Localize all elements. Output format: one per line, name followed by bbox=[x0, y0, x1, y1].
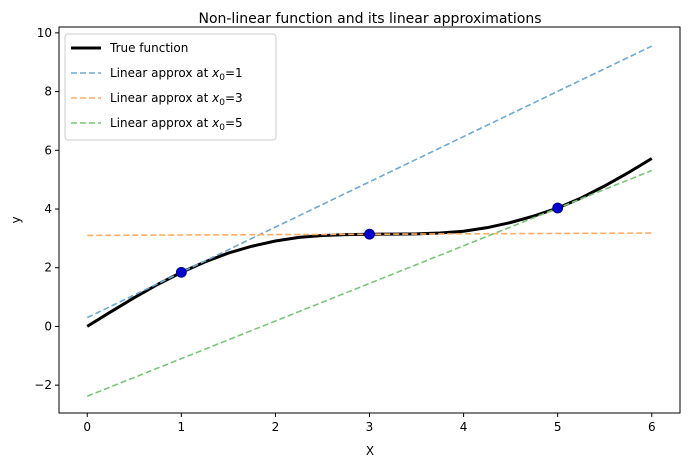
legend-label-subscript: 0 bbox=[219, 98, 225, 108]
legend-box bbox=[64, 33, 277, 141]
x-tick-label: 6 bbox=[648, 420, 656, 434]
expansion-point bbox=[175, 266, 187, 278]
x-tick-label: 0 bbox=[83, 420, 91, 434]
legend-label-prefix: Linear approx at bbox=[110, 116, 212, 130]
series-line-true-function bbox=[86, 157, 653, 328]
x-tick-label: 5 bbox=[554, 420, 562, 434]
x-tick-label: 3 bbox=[366, 420, 374, 434]
y-tick-label: 6 bbox=[44, 143, 52, 157]
legend-label-subscript: 0 bbox=[219, 73, 225, 83]
legend-label-variable: x bbox=[211, 91, 220, 105]
legend-label-variable: x bbox=[211, 116, 220, 130]
legend-label-suffix: =3 bbox=[225, 91, 243, 105]
x-tick-label: 1 bbox=[177, 420, 185, 434]
legend-label-linear-approx-at-x0-3: Linear approx at x0=3 bbox=[110, 91, 243, 108]
legend-label-subscript: 0 bbox=[219, 123, 225, 133]
series-line-linear-approx-at-x0-5 bbox=[86, 169, 653, 398]
y-tick-label: 2 bbox=[44, 261, 52, 275]
legend-label-prefix: Linear approx at bbox=[110, 66, 212, 80]
legend-label-linear-approx-at-x0-5: Linear approx at x0=5 bbox=[110, 116, 243, 133]
y-tick-label: 10 bbox=[37, 26, 52, 40]
expansion-point bbox=[364, 228, 375, 240]
y-tick-label: 8 bbox=[44, 85, 52, 99]
series-group bbox=[86, 45, 653, 398]
x-tick-label: 4 bbox=[460, 420, 468, 434]
chart-title: Non-linear function and its linear appro… bbox=[198, 11, 541, 27]
x-tick-label: 2 bbox=[272, 420, 280, 434]
expansion-point bbox=[552, 202, 564, 214]
y-tick-label: −2 bbox=[34, 378, 52, 392]
y-axis-ticks: −2 0 2 4 6 8 10 bbox=[34, 26, 59, 392]
plot-area bbox=[86, 45, 653, 398]
y-tick-label: 4 bbox=[44, 202, 52, 216]
legend-label-linear-approx-at-x0-1: Linear approx at x0=1 bbox=[110, 66, 243, 83]
legend-label-prefix: Linear approx at bbox=[110, 91, 212, 105]
x-axis-label: X bbox=[366, 444, 374, 458]
legend-label-suffix: =1 bbox=[225, 66, 243, 80]
y-tick-label: 0 bbox=[44, 319, 52, 333]
x-axis-ticks: 0 1 2 3 4 5 6 bbox=[83, 413, 656, 434]
legend-label-true-function: True function bbox=[109, 41, 188, 55]
legend-label-suffix: =5 bbox=[225, 116, 243, 130]
legend-label-variable: x bbox=[211, 66, 220, 80]
y-axis-label: y bbox=[9, 216, 23, 223]
